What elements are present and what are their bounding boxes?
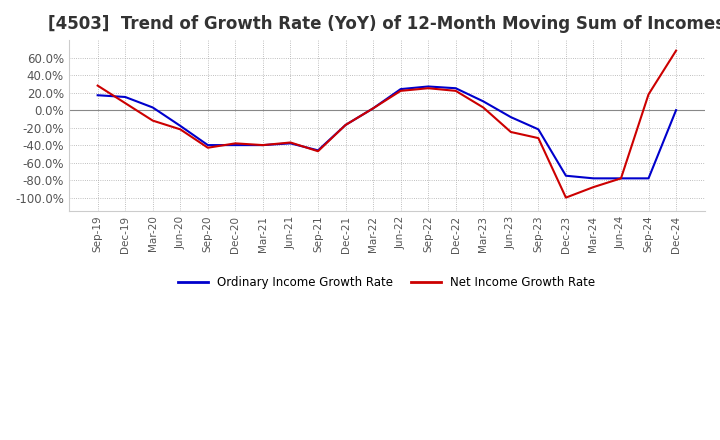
Net Income Growth Rate: [424, 86, 433, 91]
Net Income Growth Rate: [314, 149, 323, 154]
Ordinary Income Growth Rate: [286, 141, 294, 146]
Ordinary Income Growth Rate: [616, 176, 625, 181]
Ordinary Income Growth Rate: [506, 114, 515, 120]
Net Income Growth Rate: [616, 176, 625, 181]
Net Income Growth Rate: [176, 127, 184, 132]
Net Income Growth Rate: [672, 48, 680, 53]
Ordinary Income Growth Rate: [258, 143, 267, 148]
Ordinary Income Growth Rate: [176, 123, 184, 128]
Net Income Growth Rate: [204, 145, 212, 150]
Ordinary Income Growth Rate: [672, 107, 680, 113]
Legend: Ordinary Income Growth Rate, Net Income Growth Rate: Ordinary Income Growth Rate, Net Income …: [174, 271, 600, 293]
Ordinary Income Growth Rate: [644, 176, 653, 181]
Net Income Growth Rate: [94, 83, 102, 88]
Ordinary Income Growth Rate: [589, 176, 598, 181]
Net Income Growth Rate: [148, 118, 157, 123]
Net Income Growth Rate: [258, 143, 267, 148]
Net Income Growth Rate: [231, 141, 240, 146]
Line: Ordinary Income Growth Rate: Ordinary Income Growth Rate: [98, 87, 676, 178]
Ordinary Income Growth Rate: [341, 122, 350, 128]
Ordinary Income Growth Rate: [451, 86, 460, 91]
Net Income Growth Rate: [562, 195, 570, 200]
Ordinary Income Growth Rate: [94, 92, 102, 98]
Net Income Growth Rate: [589, 184, 598, 190]
Ordinary Income Growth Rate: [479, 99, 487, 104]
Net Income Growth Rate: [644, 92, 653, 97]
Ordinary Income Growth Rate: [424, 84, 433, 89]
Ordinary Income Growth Rate: [396, 87, 405, 92]
Net Income Growth Rate: [369, 106, 377, 111]
Ordinary Income Growth Rate: [534, 127, 543, 132]
Ordinary Income Growth Rate: [369, 106, 377, 111]
Net Income Growth Rate: [121, 100, 130, 106]
Net Income Growth Rate: [506, 129, 515, 135]
Net Income Growth Rate: [396, 88, 405, 93]
Ordinary Income Growth Rate: [121, 94, 130, 99]
Ordinary Income Growth Rate: [148, 105, 157, 110]
Net Income Growth Rate: [286, 140, 294, 145]
Ordinary Income Growth Rate: [562, 173, 570, 178]
Net Income Growth Rate: [451, 88, 460, 93]
Ordinary Income Growth Rate: [314, 148, 323, 153]
Net Income Growth Rate: [479, 105, 487, 110]
Line: Net Income Growth Rate: Net Income Growth Rate: [98, 51, 676, 198]
Net Income Growth Rate: [534, 136, 543, 141]
Title: [4503]  Trend of Growth Rate (YoY) of 12-Month Moving Sum of Incomes: [4503] Trend of Growth Rate (YoY) of 12-…: [48, 15, 720, 33]
Ordinary Income Growth Rate: [204, 143, 212, 148]
Net Income Growth Rate: [341, 122, 350, 128]
Ordinary Income Growth Rate: [231, 143, 240, 148]
